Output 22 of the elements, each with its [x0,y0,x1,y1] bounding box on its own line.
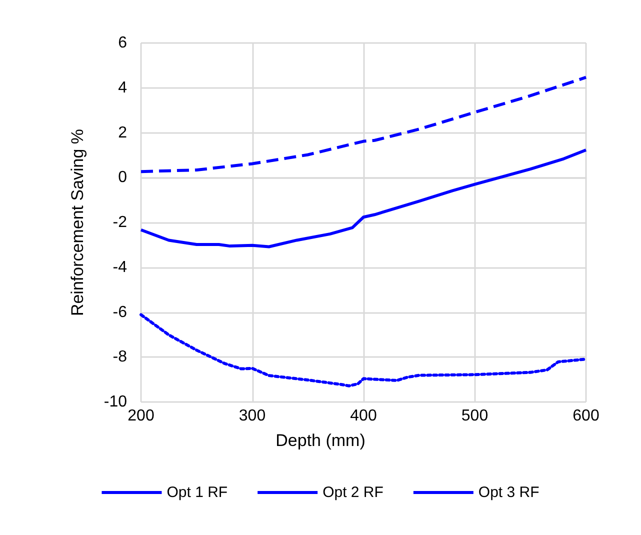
legend-label: Opt 2 RF [322,484,384,501]
x-tick-label: 400 [350,408,377,424]
legend-label: Opt 3 RF [478,484,540,501]
y-tick-label: -8 [112,348,128,366]
y-tick-label: -6 [112,304,128,321]
y-tick-label: 4 [118,79,128,96]
line-series [140,76,588,174]
y-tick-label: -2 [112,214,128,231]
y-tick-label: 0 [118,169,128,186]
y-tick-label: 6 [118,34,128,52]
legend-label: Opt 1 RF [166,484,228,501]
x-axis-title: Depth (mm) [276,431,366,450]
x-tick-label: 500 [461,408,488,424]
x-tick-label: 200 [128,408,154,424]
y-tick-label: 2 [118,124,128,142]
x-tick-label: 300 [238,408,266,424]
y-tick-label: -10 [104,394,128,410]
y-tick-label: -4 [112,258,128,276]
y-axis-title: Reinforcement Saving % [68,128,87,316]
x-tick-label: 600 [572,408,600,424]
line-series [140,313,588,388]
line-series [140,148,588,248]
